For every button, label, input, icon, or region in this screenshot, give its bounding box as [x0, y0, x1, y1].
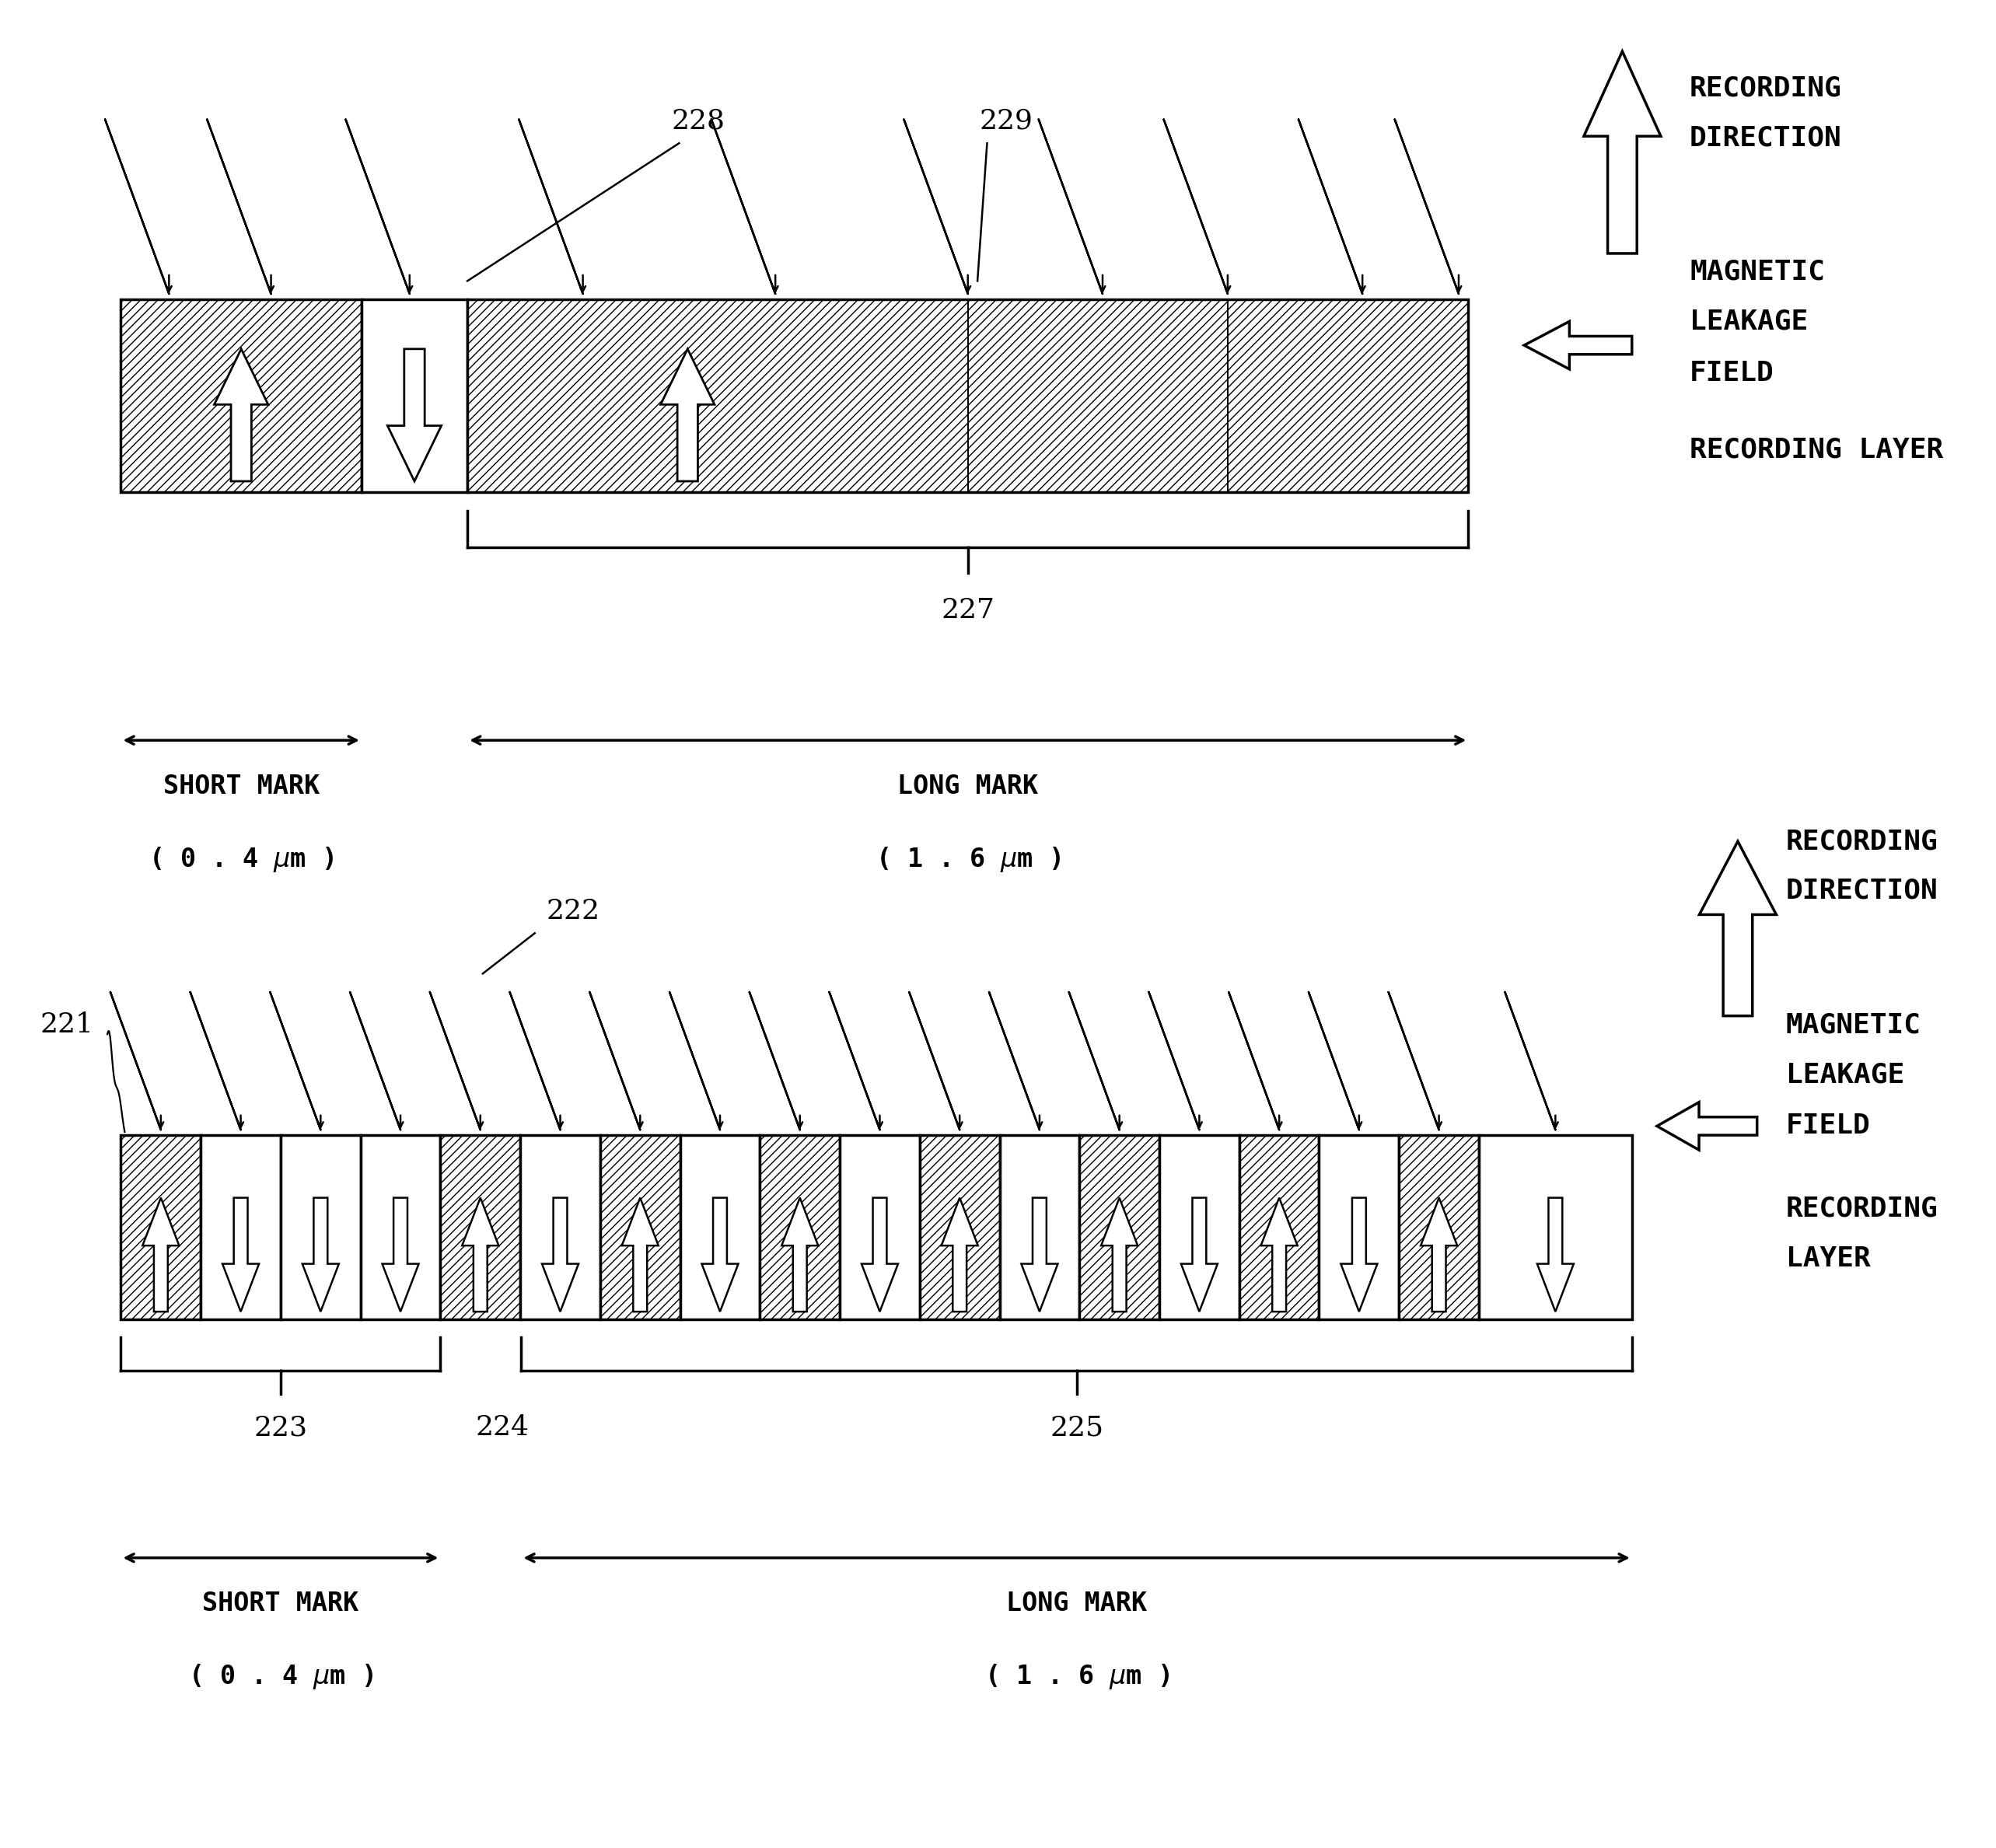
Text: ( 0 . 4 $\mu$m ): ( 0 . 4 $\mu$m ): [188, 1663, 373, 1691]
Bar: [122, 1135, 202, 1319]
Polygon shape: [463, 1198, 499, 1312]
Text: RECORDING LAYER: RECORDING LAYER: [1691, 436, 1944, 464]
Polygon shape: [862, 1198, 898, 1312]
Bar: [1000, 1135, 1080, 1319]
Bar: [840, 1135, 920, 1319]
Text: DIRECTION: DIRECTION: [1691, 124, 1842, 152]
Polygon shape: [1699, 841, 1776, 1016]
Text: ( 0 . 4 $\mu$m ): ( 0 . 4 $\mu$m ): [148, 845, 333, 874]
Polygon shape: [1182, 1198, 1218, 1312]
Polygon shape: [543, 1198, 579, 1312]
Text: LEAKAGE: LEAKAGE: [1691, 309, 1808, 334]
Polygon shape: [782, 1198, 818, 1312]
Bar: [760, 1135, 840, 1319]
Bar: [1319, 1135, 1399, 1319]
Polygon shape: [142, 1198, 180, 1312]
Bar: [441, 1135, 521, 1319]
Text: 228: 228: [671, 107, 725, 135]
Text: MAGNETIC: MAGNETIC: [1691, 259, 1824, 285]
Text: FIELD: FIELD: [1691, 360, 1774, 386]
Text: MAGNETIC: MAGNETIC: [1786, 1013, 1922, 1039]
Text: RECORDING: RECORDING: [1691, 76, 1842, 102]
Bar: [1160, 1135, 1240, 1319]
Text: FIELD: FIELD: [1786, 1112, 1870, 1140]
Text: 222: 222: [547, 898, 601, 924]
Bar: [467, 299, 1469, 492]
Bar: [521, 1135, 601, 1319]
Text: SHORT MARK: SHORT MARK: [202, 1591, 359, 1617]
Bar: [361, 1135, 441, 1319]
Polygon shape: [387, 349, 441, 480]
Bar: [1080, 1135, 1160, 1319]
Text: DIRECTION: DIRECTION: [1786, 878, 1938, 904]
Polygon shape: [1341, 1198, 1377, 1312]
Text: 223: 223: [253, 1414, 307, 1441]
Text: 221: 221: [40, 1013, 94, 1039]
Text: RECORDING: RECORDING: [1786, 1196, 1938, 1222]
Polygon shape: [1022, 1198, 1058, 1312]
Text: ( 1 . 6 $\mu$m ): ( 1 . 6 $\mu$m ): [984, 1663, 1170, 1691]
Polygon shape: [214, 349, 267, 480]
Polygon shape: [222, 1198, 259, 1312]
Polygon shape: [1102, 1198, 1138, 1312]
Polygon shape: [942, 1198, 978, 1312]
Polygon shape: [623, 1198, 659, 1312]
Polygon shape: [381, 1198, 419, 1312]
Polygon shape: [703, 1198, 739, 1312]
Bar: [202, 1135, 281, 1319]
Polygon shape: [1261, 1198, 1297, 1312]
Bar: [122, 299, 361, 492]
Text: 229: 229: [980, 107, 1034, 135]
Bar: [1479, 1135, 1633, 1319]
Bar: [920, 1135, 1000, 1319]
Text: 227: 227: [940, 597, 994, 623]
Polygon shape: [1657, 1101, 1756, 1149]
Polygon shape: [661, 349, 715, 480]
Text: SHORT MARK: SHORT MARK: [164, 772, 319, 798]
Bar: [281, 1135, 361, 1319]
Bar: [601, 1135, 681, 1319]
Text: LAYER: LAYER: [1786, 1246, 1870, 1271]
Text: LONG MARK: LONG MARK: [898, 772, 1038, 798]
Bar: [1240, 1135, 1319, 1319]
Bar: [361, 299, 467, 492]
Bar: [681, 1135, 760, 1319]
Polygon shape: [1525, 322, 1633, 370]
Text: ( 1 . 6 $\mu$m ): ( 1 . 6 $\mu$m ): [876, 845, 1060, 874]
Text: 224: 224: [475, 1414, 529, 1441]
Text: LEAKAGE: LEAKAGE: [1786, 1061, 1904, 1088]
Bar: [1399, 1135, 1479, 1319]
Text: 225: 225: [1050, 1414, 1104, 1441]
Text: LONG MARK: LONG MARK: [1006, 1591, 1148, 1617]
Polygon shape: [1421, 1198, 1457, 1312]
Polygon shape: [301, 1198, 339, 1312]
Polygon shape: [1537, 1198, 1573, 1312]
Text: RECORDING: RECORDING: [1786, 828, 1938, 854]
Polygon shape: [1583, 52, 1661, 253]
